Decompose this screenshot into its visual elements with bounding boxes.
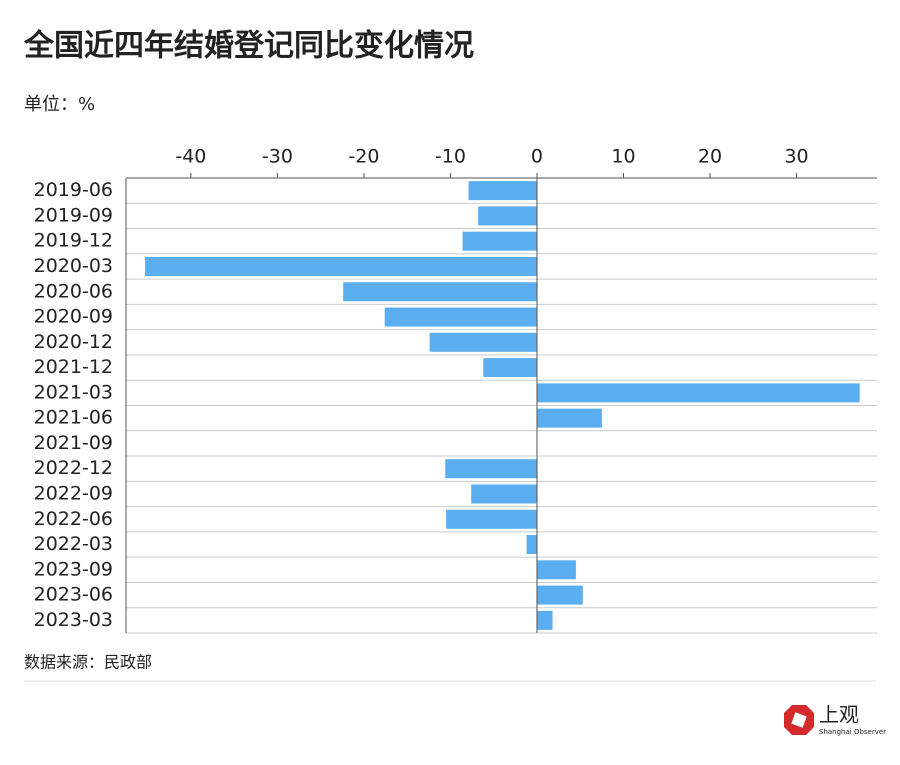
bar [526,535,537,555]
bar [483,358,537,378]
unit-label: 单位：% [24,94,95,115]
bar [429,332,537,352]
bar [462,231,537,251]
bar [536,560,576,580]
logo-subtitle: Shanghai Observer [819,728,886,736]
x-tick-label: -40 [175,146,206,168]
logo-text: 上观 [819,703,859,727]
y-tick-label: 2019-12 [34,230,113,252]
bar [536,585,583,605]
bar [384,307,537,327]
x-tick-label: 10 [611,146,635,168]
y-tick-label: 2019-06 [34,179,113,201]
logo: 上观 Shanghai Observer [784,703,886,736]
bar [536,383,860,403]
y-tick-label: 2021-06 [34,407,113,429]
y-tick-label: 2021-03 [34,381,113,403]
x-tick-label: -20 [348,146,379,168]
y-tick-label: 2022-12 [34,457,113,479]
bar [446,509,537,529]
y-tick-label: 2020-06 [34,280,113,302]
y-tick-label: 2022-06 [34,508,113,530]
x-tick-label: 30 [784,146,808,168]
logo-icon-inner [791,712,807,728]
y-tick-label: 2023-03 [34,609,113,631]
x-tick-label: -30 [262,146,293,168]
y-tick-label: 2023-06 [34,584,113,606]
source: 数据来源：民政部 [24,653,152,672]
bar [468,181,537,201]
bar [536,408,602,428]
x-tick-label: 0 [531,146,543,168]
y-tick-label: 2023-09 [34,558,113,580]
x-tick-label: -10 [435,146,466,168]
bar [445,459,537,479]
y-tick-label: 2022-03 [34,533,113,555]
y-tick-label: 2021-12 [34,356,113,378]
bar [478,206,537,226]
bar [536,610,553,630]
y-tick-label: 2021-09 [34,432,113,454]
bar [343,282,537,302]
y-tick-label: 2020-09 [34,306,113,328]
bar [145,256,537,276]
chart-title: 全国近四年结婚登记同比变化情况 [23,29,474,64]
bar [471,484,537,504]
y-tick-label: 2020-12 [34,331,113,353]
x-tick-label: 20 [698,146,722,168]
y-tick-label: 2020-03 [34,255,113,277]
y-tick-label: 2022-09 [34,482,113,504]
y-tick-label: 2019-09 [34,204,113,226]
